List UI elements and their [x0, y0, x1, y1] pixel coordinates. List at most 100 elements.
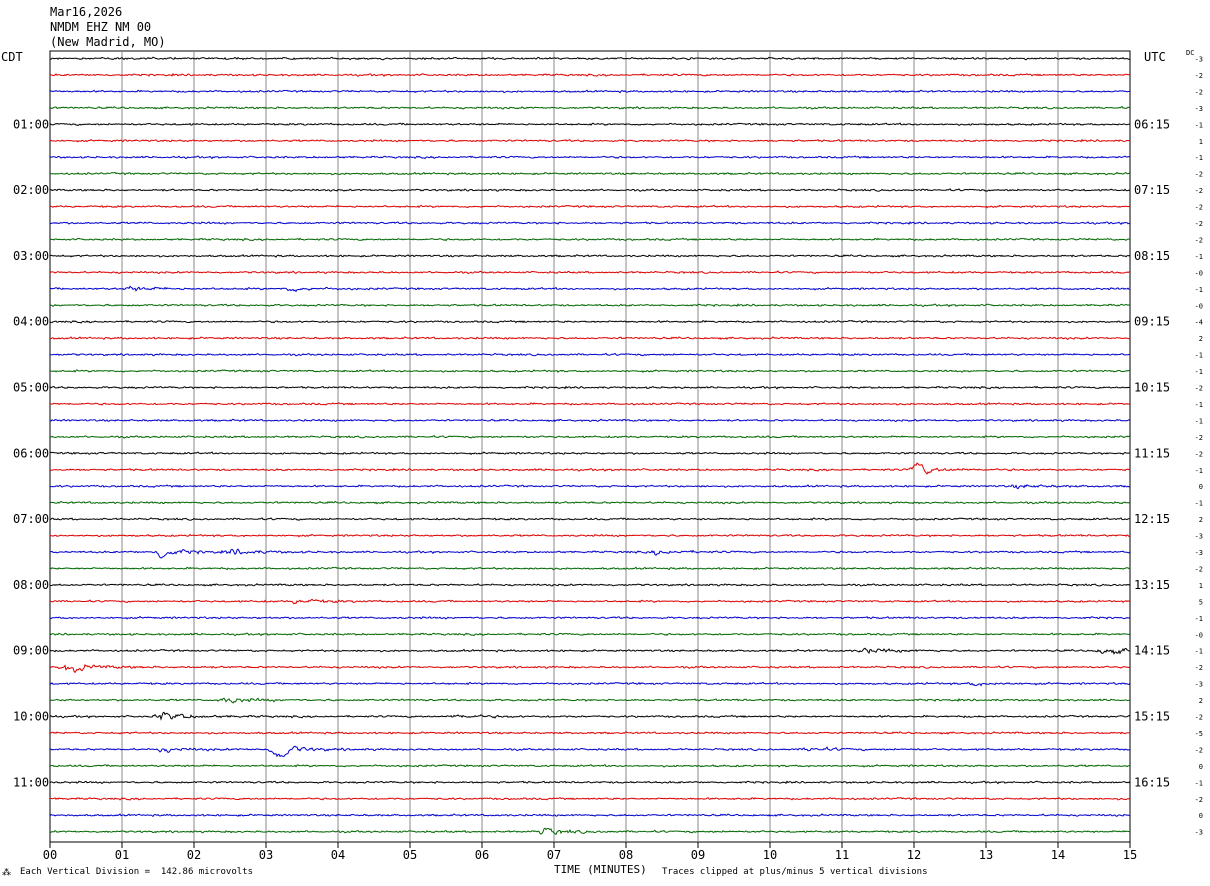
seismic-trace	[49, 72, 1131, 77]
dc-offset-label: -2	[1195, 714, 1203, 722]
utc-hour-label: 14:15	[1134, 644, 1170, 658]
seismic-trace	[49, 171, 1131, 176]
x-tick-label: 00	[43, 848, 57, 862]
dc-offset-label: -2	[1195, 664, 1203, 672]
seismic-trace	[49, 385, 1131, 390]
x-tick-label: 14	[1051, 848, 1065, 862]
dc-offset-label: -3	[1195, 829, 1203, 837]
cdt-hour-label: 10:00	[13, 710, 49, 724]
seismic-trace	[49, 697, 1131, 704]
seismic-trace	[50, 582, 1131, 587]
dc-offset-label: -2	[1195, 796, 1203, 804]
dc-offset-label: 2	[1199, 516, 1203, 524]
dc-offset-label: -2	[1195, 204, 1203, 212]
dc-offset-label: -2	[1195, 450, 1203, 458]
dc-column-label: DC	[1186, 49, 1195, 57]
dc-offset-label: -5	[1195, 730, 1203, 738]
corner-mark: ⁂	[2, 868, 11, 878]
seismic-trace	[49, 681, 1131, 687]
dc-offset-label: -1	[1195, 121, 1203, 129]
dc-offset-label: 1	[1199, 138, 1203, 146]
x-tick-label: 08	[619, 848, 633, 862]
seismic-trace	[49, 632, 1131, 637]
dc-offset-label: -2	[1195, 746, 1203, 754]
dc-offset-label: -1	[1195, 368, 1203, 376]
utc-hour-label: 13:15	[1134, 578, 1170, 592]
seismic-trace	[49, 500, 1131, 505]
x-tick-label: 15	[1123, 848, 1137, 862]
dc-offset-label: -2	[1195, 236, 1203, 244]
x-axis-title: TIME (MINUTES)	[554, 863, 647, 876]
x-tick-label: 05	[403, 848, 417, 862]
utc-hour-label: 15:15	[1134, 710, 1170, 724]
seismic-trace	[49, 827, 1131, 836]
plot-date: Mar16,2026	[50, 5, 123, 19]
dc-offset-label: -0	[1195, 269, 1203, 277]
dc-offset-label: -1	[1195, 417, 1203, 425]
seismic-trace	[50, 484, 1131, 490]
seismic-trace	[49, 418, 1131, 423]
seismic-trace	[49, 533, 1131, 538]
x-tick-label: 10	[763, 848, 777, 862]
seismic-trace	[49, 253, 1131, 258]
cdt-hour-label: 09:00	[13, 644, 49, 658]
seismic-trace	[49, 237, 1131, 242]
x-tick-label: 04	[331, 848, 345, 862]
cdt-hour-label: 11:00	[13, 775, 49, 789]
seismic-trace	[50, 434, 1131, 439]
seismic-trace	[49, 462, 1130, 475]
dc-offset-label: 5	[1199, 598, 1203, 606]
dc-offset-label: -1	[1195, 500, 1203, 508]
dc-offset-label: -4	[1195, 319, 1203, 327]
x-tick-label: 11	[835, 848, 849, 862]
dc-offset-label: -3	[1195, 681, 1203, 689]
x-tick-label: 02	[187, 848, 201, 862]
seismic-trace	[49, 122, 1131, 127]
seismic-trace	[49, 813, 1131, 818]
dc-offset-label: 1	[1199, 582, 1203, 590]
dc-offset-label: 2	[1199, 335, 1203, 343]
dc-offset-label: -3	[1195, 549, 1203, 557]
dc-offset-label: -2	[1195, 220, 1203, 228]
seismic-trace	[49, 711, 1131, 721]
utc-hour-label: 09:15	[1134, 315, 1170, 329]
seismic-trace	[49, 647, 1131, 655]
dc-offset-label: -3	[1195, 533, 1203, 541]
seismic-trace	[49, 105, 1131, 110]
seismic-trace	[49, 303, 1131, 308]
seismic-trace	[49, 319, 1131, 324]
dc-offset-label: -2	[1195, 434, 1203, 442]
dc-offset-label: -1	[1195, 648, 1203, 656]
cdt-hour-label: 06:00	[13, 446, 49, 460]
seismic-trace	[49, 369, 1131, 373]
seismic-trace	[49, 451, 1131, 456]
cdt-hour-label: 07:00	[13, 512, 49, 526]
dc-offset-label: -2	[1195, 565, 1203, 573]
seismic-trace	[49, 336, 1131, 340]
seismic-trace	[49, 402, 1131, 406]
dc-offset-label: -2	[1195, 171, 1203, 179]
seismic-trace	[49, 764, 1131, 768]
dc-offset-label: 0	[1199, 763, 1203, 771]
cdt-hour-label: 04:00	[13, 315, 49, 329]
dc-offset-label: 0	[1199, 812, 1203, 820]
seismic-trace	[49, 89, 1131, 94]
x-tick-label: 01	[115, 848, 129, 862]
seismic-trace	[50, 796, 1131, 801]
utc-hour-label: 11:15	[1134, 446, 1170, 460]
left-timezone-label: CDT	[1, 50, 23, 64]
station-id: NMDM EHZ NM 00	[50, 20, 152, 34]
dc-offset-label: -2	[1195, 88, 1203, 96]
seismic-trace	[49, 221, 1131, 226]
dc-offset-label: -1	[1195, 352, 1203, 360]
clip-note: Traces clipped at plus/minus 5 vertical …	[662, 867, 928, 877]
dc-offset-label: -0	[1195, 302, 1203, 310]
seismic-trace	[49, 56, 1131, 61]
seismic-trace	[49, 270, 1130, 275]
dc-offset-label: -2	[1195, 187, 1203, 195]
dc-offset-label: -1	[1195, 401, 1203, 409]
cdt-hour-label: 08:00	[13, 578, 49, 592]
seismic-trace	[49, 745, 1131, 758]
x-tick-label: 12	[907, 848, 921, 862]
